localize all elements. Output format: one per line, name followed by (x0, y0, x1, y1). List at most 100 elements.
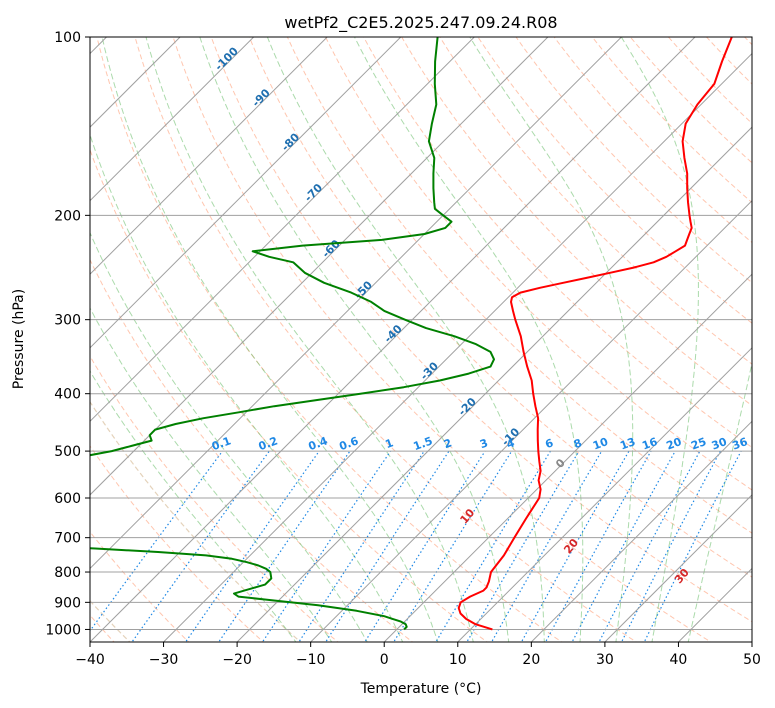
mixing-ratio-label: 10 (591, 435, 610, 453)
y-tick-label: 900 (54, 595, 81, 611)
moist-adiabat (266, 37, 545, 642)
mixing-ratio-label: 1.5 (412, 434, 435, 453)
mixing-ratio-label: 16 (640, 435, 659, 453)
x-axis-label: Temperature (°C) (360, 681, 482, 697)
dry-adiabat (515, 37, 752, 284)
isotherm-label: -90 (250, 86, 273, 109)
isotherm (90, 37, 255, 202)
moist-adiabat (145, 37, 474, 642)
mixing-ratio-line (324, 450, 450, 642)
mixing-ratio-line (261, 450, 391, 642)
y-tick-label: 100 (54, 30, 81, 46)
dry-adiabat (439, 37, 752, 365)
mixing-ratio-line (90, 450, 223, 632)
skew-labels: -100-90-80-70-60-50-40-30-20-10102030400… (210, 44, 750, 586)
mixing-ratio-line (571, 450, 676, 642)
mixing-ratio-label: 0.2 (257, 434, 280, 453)
moist-adiabat (354, 37, 584, 642)
temperature-line (457, 37, 733, 631)
mixing-ratio-label: 0.4 (307, 434, 330, 453)
dry-adiabat (172, 37, 712, 642)
y-tick-label: 700 (54, 531, 81, 547)
isotherm (90, 37, 696, 642)
isotherm (90, 37, 181, 128)
x-tick-label: 0 (380, 652, 389, 668)
ice-curve (90, 400, 302, 642)
isotherm (90, 37, 476, 423)
dry-adiabat (90, 258, 414, 642)
y-tick-label: 300 (54, 313, 81, 329)
dry-adiabat-label: 30 (672, 566, 692, 586)
x-tick-label: −40 (75, 652, 105, 668)
y-tick-label: 500 (54, 444, 81, 460)
isotherm (90, 37, 328, 275)
mixing-ratio-label: 25 (689, 435, 708, 452)
mixing-ratio-line (298, 450, 425, 642)
isotherm (309, 199, 752, 642)
moist-adiabat (687, 360, 752, 642)
mixing-ratio-label: 2 (442, 436, 454, 451)
plot-frame (89, 36, 753, 643)
mixing-ratio-label: 30 (710, 435, 729, 453)
moist-adiabat (90, 133, 404, 642)
dry-adiabat (770, 24, 775, 645)
dry-adiabat (286, 37, 752, 534)
mixing-ratio-label: 20 (665, 435, 684, 453)
x-axis-ticks: −40 −30 −20 −10 0 10 20 30 40 50 (75, 642, 761, 668)
isotherm (90, 37, 549, 496)
zero-label: 0 (553, 456, 568, 471)
dry-adiabat (90, 355, 339, 642)
y-tick-label: 800 (54, 565, 81, 581)
x-tick-label: −10 (296, 652, 326, 668)
dry-adiabat (743, 37, 752, 46)
dry-adiabat (324, 37, 752, 491)
isotherm (457, 347, 752, 642)
isotherm (90, 37, 402, 349)
dry-adiabat-label: 10 (458, 506, 478, 526)
mixing-ratio-line (218, 450, 351, 642)
dry-adiabat (248, 37, 752, 578)
mixing-ratio-line (466, 450, 580, 642)
moist-adiabat (620, 37, 699, 642)
moist-adiabat (90, 370, 297, 642)
mixing-ratio-label: 8 (572, 436, 584, 451)
dewpoint-line (90, 37, 495, 631)
isotherm (236, 126, 752, 642)
mixing-ratio-label: 0.6 (337, 434, 360, 453)
mixing-ratio-label: 13 (618, 435, 637, 452)
dry-adiabat (667, 37, 752, 125)
moist-adiabat (469, 37, 634, 642)
isotherm (383, 273, 752, 642)
isotherm (604, 494, 752, 642)
y-axis-label: Pressure (hPa) (11, 289, 27, 389)
plot-area: -100-90-80-70-60-50-40-30-20-10102030400… (90, 24, 775, 645)
mixing-ratio-line (643, 450, 742, 642)
y-tick-label: 1000 (45, 622, 81, 638)
mixing-ratio-line (184, 450, 320, 642)
y-tick-label: 200 (54, 208, 81, 224)
y-tick-label: 400 (54, 387, 81, 403)
mixing-ratio-label: 3 (478, 436, 490, 451)
moist-adiabat (199, 37, 510, 642)
mixing-ratio-label: 0.1 (210, 434, 233, 453)
dry-adiabat (90, 148, 488, 642)
mixing-ratio-line (393, 450, 513, 642)
isotherm-label: -70 (302, 181, 325, 204)
mixing-ratio-line (620, 450, 721, 642)
isotherm-label: -80 (279, 130, 302, 153)
isotherm-label: -60 (320, 237, 343, 260)
mixing-ratio-line (131, 450, 270, 642)
x-tick-label: −30 (149, 652, 179, 668)
x-tick-label: 50 (743, 652, 761, 668)
mixing-ratio-label: 36 (730, 435, 749, 453)
dry-adiabat (591, 37, 752, 204)
isotherm-label: -100 (212, 44, 241, 73)
isotherm-label: -20 (456, 395, 479, 418)
isotherms (90, 37, 752, 642)
y-axis-ticks: 100 200 300 400 500 600 700 800 900 1000 (45, 30, 90, 638)
mixing-ratio-label: 4 (505, 436, 517, 451)
x-tick-label: 40 (670, 652, 688, 668)
isotherm (751, 641, 752, 642)
dry-adiabat (96, 37, 563, 642)
